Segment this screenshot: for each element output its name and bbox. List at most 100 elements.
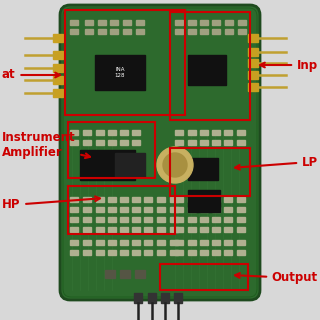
Bar [170, 240, 178, 245]
Bar [83, 140, 91, 145]
Bar [237, 207, 245, 212]
Bar [188, 190, 220, 212]
Bar [105, 270, 115, 278]
Bar [70, 240, 78, 245]
Bar [132, 207, 140, 212]
Bar [212, 29, 220, 34]
Bar [96, 197, 104, 202]
Bar [70, 207, 78, 212]
Bar [170, 148, 250, 196]
Bar [225, 20, 233, 25]
Bar [157, 250, 165, 255]
Bar [123, 20, 131, 25]
Bar [65, 10, 185, 115]
Bar [188, 240, 196, 245]
Bar [248, 71, 258, 79]
Text: Output: Output [235, 271, 318, 284]
Bar [225, 29, 233, 34]
Bar [170, 217, 178, 222]
Bar [200, 29, 208, 34]
Bar [132, 130, 140, 135]
Bar [237, 197, 245, 202]
Bar [123, 29, 131, 34]
Bar [200, 250, 208, 255]
Bar [161, 293, 169, 303]
Bar [200, 227, 208, 232]
Bar [53, 89, 63, 97]
Bar [108, 240, 116, 245]
Bar [98, 20, 106, 25]
Bar [175, 20, 183, 25]
Bar [108, 207, 116, 212]
Bar [120, 250, 128, 255]
Bar [200, 240, 208, 245]
Bar [224, 207, 232, 212]
Bar [53, 64, 63, 72]
Bar [135, 270, 145, 278]
Bar [108, 130, 116, 135]
Bar [83, 240, 91, 245]
Bar [83, 130, 91, 135]
Bar [157, 217, 165, 222]
Bar [224, 240, 232, 245]
Bar [200, 207, 208, 212]
Bar [148, 293, 156, 303]
Bar [157, 207, 165, 212]
Bar [170, 207, 178, 212]
Circle shape [163, 153, 187, 177]
Bar [237, 250, 245, 255]
Bar [120, 240, 128, 245]
Bar [144, 240, 152, 245]
Bar [248, 48, 258, 56]
Bar [108, 217, 116, 222]
Bar [160, 264, 248, 290]
Bar [120, 227, 128, 232]
Bar [188, 158, 218, 180]
Bar [157, 240, 165, 245]
Bar [83, 250, 91, 255]
Bar [157, 197, 165, 202]
Text: Inp: Inp [260, 59, 318, 71]
Bar [175, 29, 183, 34]
Bar [237, 240, 245, 245]
Bar [83, 227, 91, 232]
Bar [188, 207, 196, 212]
Bar [53, 34, 63, 42]
Bar [132, 227, 140, 232]
Bar [170, 197, 178, 202]
Bar [70, 140, 78, 145]
Bar [136, 20, 144, 25]
Text: INA
128: INA 128 [115, 67, 125, 78]
Bar [68, 122, 155, 178]
Bar [132, 140, 140, 145]
Bar [237, 227, 245, 232]
Bar [224, 140, 232, 145]
Bar [237, 217, 245, 222]
Bar [188, 130, 196, 135]
Bar [70, 217, 78, 222]
Bar [200, 197, 208, 202]
Bar [170, 227, 178, 232]
Bar [188, 217, 196, 222]
Bar [80, 150, 135, 180]
Bar [144, 217, 152, 222]
Bar [136, 29, 144, 34]
Bar [120, 130, 128, 135]
Bar [115, 153, 145, 177]
Bar [83, 207, 91, 212]
Bar [110, 20, 118, 25]
Bar [238, 20, 246, 25]
Bar [85, 29, 93, 34]
Text: at: at [2, 68, 60, 82]
Circle shape [157, 147, 193, 183]
Bar [212, 217, 220, 222]
Bar [132, 197, 140, 202]
Bar [237, 130, 245, 135]
Bar [248, 59, 258, 67]
Bar [200, 140, 208, 145]
Bar [175, 250, 183, 255]
Bar [144, 250, 152, 255]
Bar [188, 197, 196, 202]
Bar [108, 197, 116, 202]
Bar [70, 250, 78, 255]
